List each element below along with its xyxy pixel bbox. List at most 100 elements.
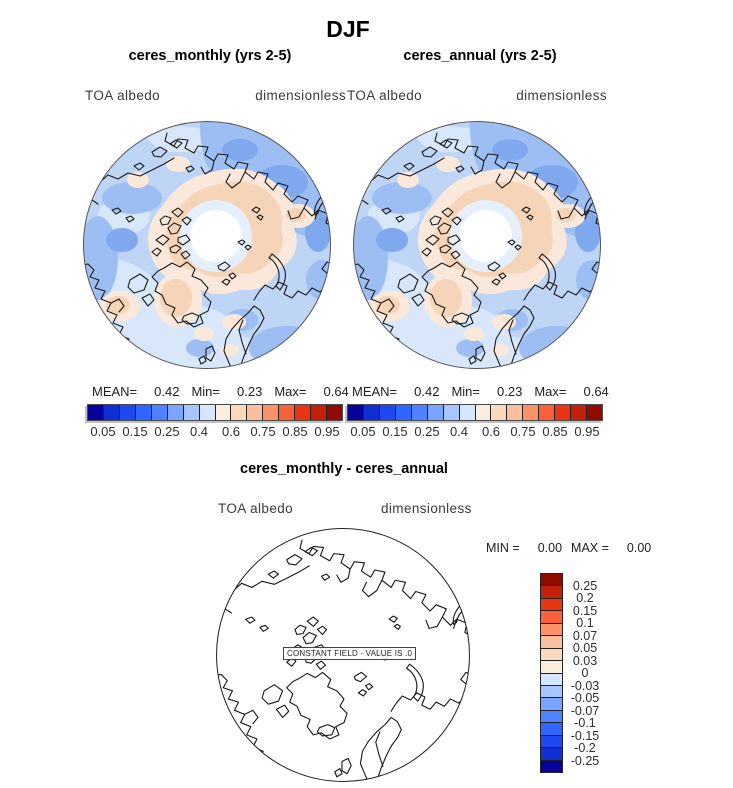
colorbar-cell xyxy=(119,405,136,420)
colorbar-cell xyxy=(541,661,562,674)
diff-field-label: TOA albedo xyxy=(218,501,294,516)
mean-value: 0.42 xyxy=(154,384,180,399)
colorbar-cell xyxy=(507,405,524,420)
colorbar-cell xyxy=(541,760,562,772)
colorbar-tick-label: -0.1 xyxy=(574,716,596,730)
min-value: 0.23 xyxy=(497,384,523,399)
max-label: Max= xyxy=(534,384,567,399)
colorbar-cell xyxy=(459,405,476,420)
colorbar-cell xyxy=(215,405,232,420)
panel1-field-label: TOA albedo xyxy=(85,88,161,103)
colorbar-cell xyxy=(541,698,562,711)
colorbar-cell xyxy=(247,405,264,420)
colorbar-tick-label: 0.4 xyxy=(449,424,469,439)
min-label: Min= xyxy=(191,384,221,399)
colorbar-tick-label: -0.2 xyxy=(574,741,596,755)
colorbar-cell xyxy=(103,405,120,420)
map-boundary-circle xyxy=(353,121,601,369)
colorbar-ticks-ceres-annual: 0.05 0.15 0.25 0.4 0.6 0.75 0.85 0.95 xyxy=(347,424,603,439)
colorbar-cell xyxy=(571,405,588,420)
diff-min-label: MIN = xyxy=(486,541,520,555)
colorbar-cell xyxy=(295,405,312,420)
colorbar-cell xyxy=(311,405,328,420)
colorbar-cell xyxy=(135,405,152,420)
colorbar-cell xyxy=(231,405,248,420)
colorbar-tick-label: 0.15 xyxy=(382,424,408,439)
panel-title-ceres-monthly: ceres_monthly (yrs 2-5) xyxy=(128,48,292,64)
colorbar-tick-label: 0.25 xyxy=(154,424,180,439)
colorbar-cell xyxy=(541,685,562,699)
colorbar-tick-label: 0.2 xyxy=(576,591,594,605)
panel-title-ceres-annual: ceres_annual (yrs 2-5) xyxy=(403,48,557,64)
colorbar-cell xyxy=(183,405,200,420)
colorbar-cell xyxy=(199,405,216,420)
colorbar-tick-label: 0.75 xyxy=(250,424,276,439)
colorbar-cell xyxy=(541,586,562,599)
colorbar-cell xyxy=(555,405,572,420)
diff-units-label: dimensionless xyxy=(381,501,472,516)
colorbar-cell xyxy=(541,748,562,761)
max-label: Max= xyxy=(274,384,307,399)
colorbar-cell xyxy=(541,648,562,662)
colorbar-tick-label: 0.4 xyxy=(189,424,209,439)
colorbar-cell xyxy=(395,405,412,420)
colorbar-cell xyxy=(541,723,562,736)
panel1-stats-row: MEAN= 0.42 Min= 0.23 Max= 0.64 xyxy=(92,384,349,399)
mean-label: MEAN= xyxy=(92,384,138,399)
colorbar-cell xyxy=(411,405,428,420)
colorbar-cell xyxy=(427,405,444,420)
colorbar-cell xyxy=(263,405,280,420)
mean-value: 0.42 xyxy=(414,384,440,399)
colorbar-cell xyxy=(541,574,562,587)
colorbar-tick-label: 0.05 xyxy=(90,424,116,439)
diff-max-value: 0.00 xyxy=(626,541,652,555)
colorbar-cell xyxy=(587,405,602,420)
colorbar-tick-label: -0.03 xyxy=(570,678,600,693)
colorbar-cell xyxy=(443,405,460,420)
colorbar-ticks-difference: 0.25 0.2 0.15 0.1 0.07 0.05 0.03 0 -0.03 -0.05 -0.… xyxy=(563,573,607,773)
colorbar-cell xyxy=(151,405,168,420)
colorbar-tick-label: 0.95 xyxy=(574,424,600,439)
colorbar-cell xyxy=(379,405,396,420)
diff-minmax-row: MIN = 0.00 MAX = 0.00 xyxy=(486,541,651,555)
colorbar-tick-label: -0.07 xyxy=(570,703,600,718)
panel-title-difference: ceres_monthly - ceres_annual xyxy=(240,461,448,477)
panel2-units-label: dimensionless xyxy=(516,88,607,103)
panel2-field-label: TOA albedo xyxy=(347,88,423,103)
colorbar-cell xyxy=(363,405,380,420)
colorbar-cell xyxy=(491,405,508,420)
constant-field-note: CONSTANT FIELD - VALUE IS .0 xyxy=(283,647,417,660)
colorbar-ceres-monthly xyxy=(87,404,343,421)
colorbar-tick-label: 0.15 xyxy=(572,603,598,618)
colorbar-cell xyxy=(541,598,562,612)
colorbar-tick-label: 0.25 xyxy=(414,424,440,439)
colorbar-cell xyxy=(279,405,296,420)
colorbar-cell xyxy=(541,611,562,624)
colorbar-tick-label: 0.1 xyxy=(576,616,594,630)
colorbar-ceres-annual xyxy=(347,404,603,421)
colorbar-tick-label: 0.15 xyxy=(122,424,148,439)
colorbar-tick-label: -0.15 xyxy=(570,728,600,743)
colorbar-tick-label: 0.05 xyxy=(572,641,598,655)
panel2-stats-row: MEAN= 0.42 Min= 0.23 Max= 0.64 xyxy=(352,384,609,399)
colorbar-cell xyxy=(167,405,184,420)
colorbar-cell xyxy=(541,735,562,749)
colorbar-tick-label: 0.95 xyxy=(314,424,340,439)
map-boundary-circle xyxy=(83,121,331,369)
colorbar-cell xyxy=(523,405,540,420)
map-boundary-circle xyxy=(216,528,470,782)
colorbar-tick-label: 0.6 xyxy=(221,424,241,439)
min-label: Min= xyxy=(451,384,481,399)
colorbar-cell xyxy=(475,405,492,420)
diff-max-label: MAX = xyxy=(571,541,609,555)
map-ceres-monthly xyxy=(83,121,331,369)
mean-label: MEAN= xyxy=(352,384,398,399)
colorbar-tick-label: 0.05 xyxy=(350,424,376,439)
min-value: 0.23 xyxy=(237,384,263,399)
colorbar-tick-label: 0 xyxy=(581,666,589,680)
colorbar-tick-label: 0.03 xyxy=(572,653,598,668)
colorbar-cell xyxy=(541,673,562,686)
colorbar-tick-label: 0.75 xyxy=(510,424,536,439)
colorbar-tick-label: 0.6 xyxy=(481,424,501,439)
